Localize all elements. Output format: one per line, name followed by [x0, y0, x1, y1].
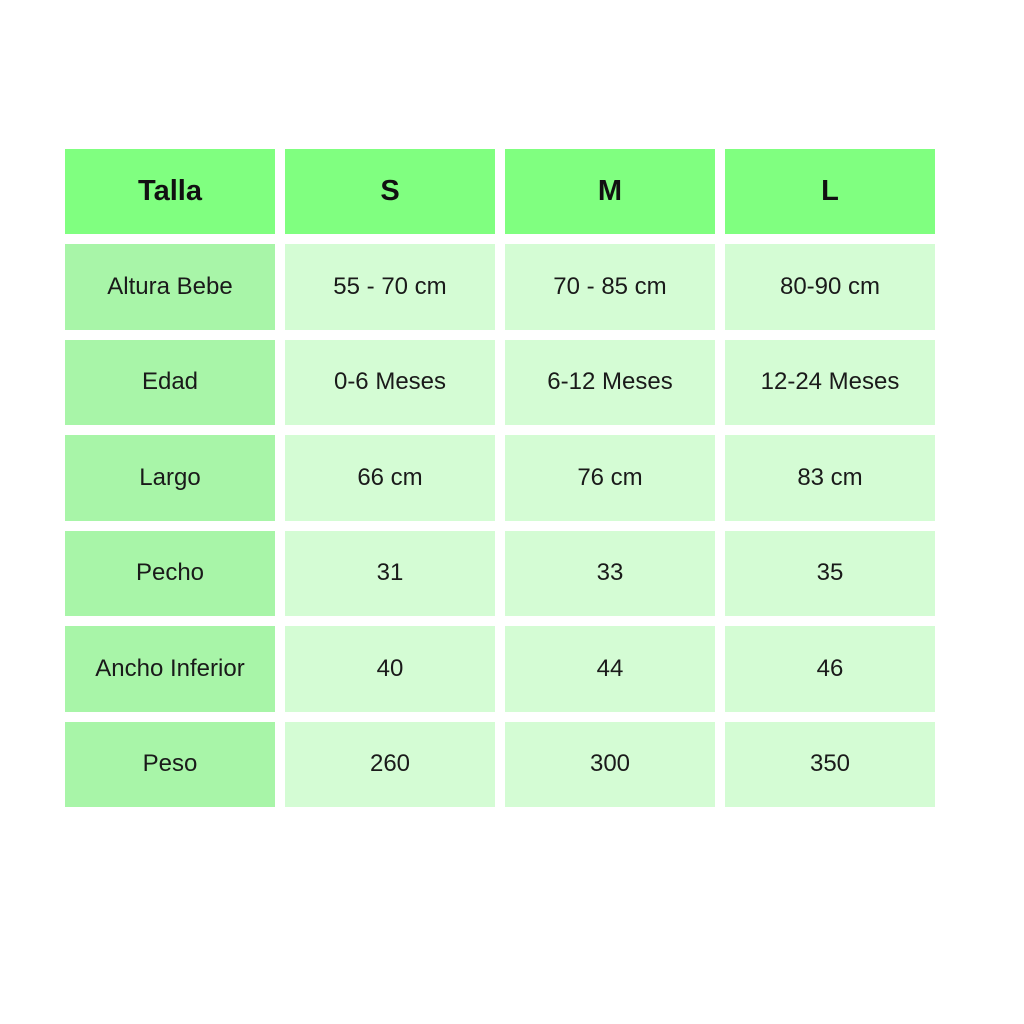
table-cell: 31	[285, 530, 495, 616]
row-label: Altura Bebe	[65, 244, 275, 330]
header-size-s: S	[285, 149, 495, 234]
table-cell: 300	[505, 721, 715, 807]
header-size-l: L	[725, 149, 935, 234]
table-cell: 6-12 Meses	[505, 339, 715, 425]
table-cell: 55 - 70 cm	[285, 244, 495, 330]
table-cell: 260	[285, 721, 495, 807]
table-cell: 350	[725, 721, 935, 807]
table-cell: 80-90 cm	[725, 244, 935, 330]
row-label: Largo	[65, 435, 275, 521]
table-cell: 66 cm	[285, 435, 495, 521]
table-cell: 70 - 85 cm	[505, 244, 715, 330]
table-cell: 44	[505, 626, 715, 712]
row-label: Peso	[65, 721, 275, 807]
table-cell: 83 cm	[725, 435, 935, 521]
size-chart-table: Talla S M L Altura Bebe 55 - 70 cm 70 - …	[65, 149, 935, 807]
table-cell: 12-24 Meses	[725, 339, 935, 425]
table-cell: 46	[725, 626, 935, 712]
table-cell: 33	[505, 530, 715, 616]
row-label: Edad	[65, 339, 275, 425]
table-cell: 35	[725, 530, 935, 616]
table-cell: 76 cm	[505, 435, 715, 521]
row-label: Pecho	[65, 530, 275, 616]
header-talla: Talla	[65, 149, 275, 234]
header-size-m: M	[505, 149, 715, 234]
row-label: Ancho Inferior	[65, 626, 275, 712]
table-cell: 0-6 Meses	[285, 339, 495, 425]
table-cell: 40	[285, 626, 495, 712]
